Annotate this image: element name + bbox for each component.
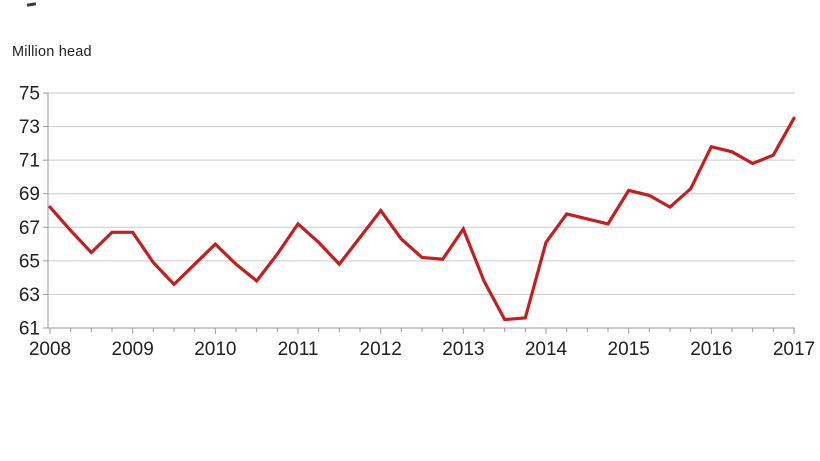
x-axis-year-label: 2016 — [690, 339, 732, 360]
x-axis-year-label: 2015 — [608, 339, 650, 360]
x-axis-year-label: 2011 — [278, 339, 319, 360]
x-axis-year-label: 2014 — [525, 339, 568, 360]
x-axis-year-label: 2017 — [773, 339, 815, 360]
y-tick-label: 63 — [19, 285, 40, 306]
y-tick-label: 75 — [19, 84, 40, 105]
data-series-line — [48, 116, 796, 322]
x-axis-year-label: 2013 — [442, 339, 484, 360]
y-tick-label: 69 — [19, 184, 40, 205]
x-axis-year-label: 2009 — [112, 339, 154, 360]
y-tick-label: 65 — [19, 251, 40, 272]
y-tick-label: 67 — [19, 218, 40, 239]
x-axis-year-label: 2012 — [360, 339, 402, 360]
y-axis-unit-label: Million head — [12, 44, 92, 60]
y-tick-label: 71 — [19, 151, 40, 172]
y-tick-label: 73 — [19, 117, 40, 138]
x-axis-year-label: 2008 — [29, 339, 71, 360]
x-axis-year-label: 2010 — [194, 339, 236, 360]
y-tick-label: 61 — [19, 319, 40, 340]
